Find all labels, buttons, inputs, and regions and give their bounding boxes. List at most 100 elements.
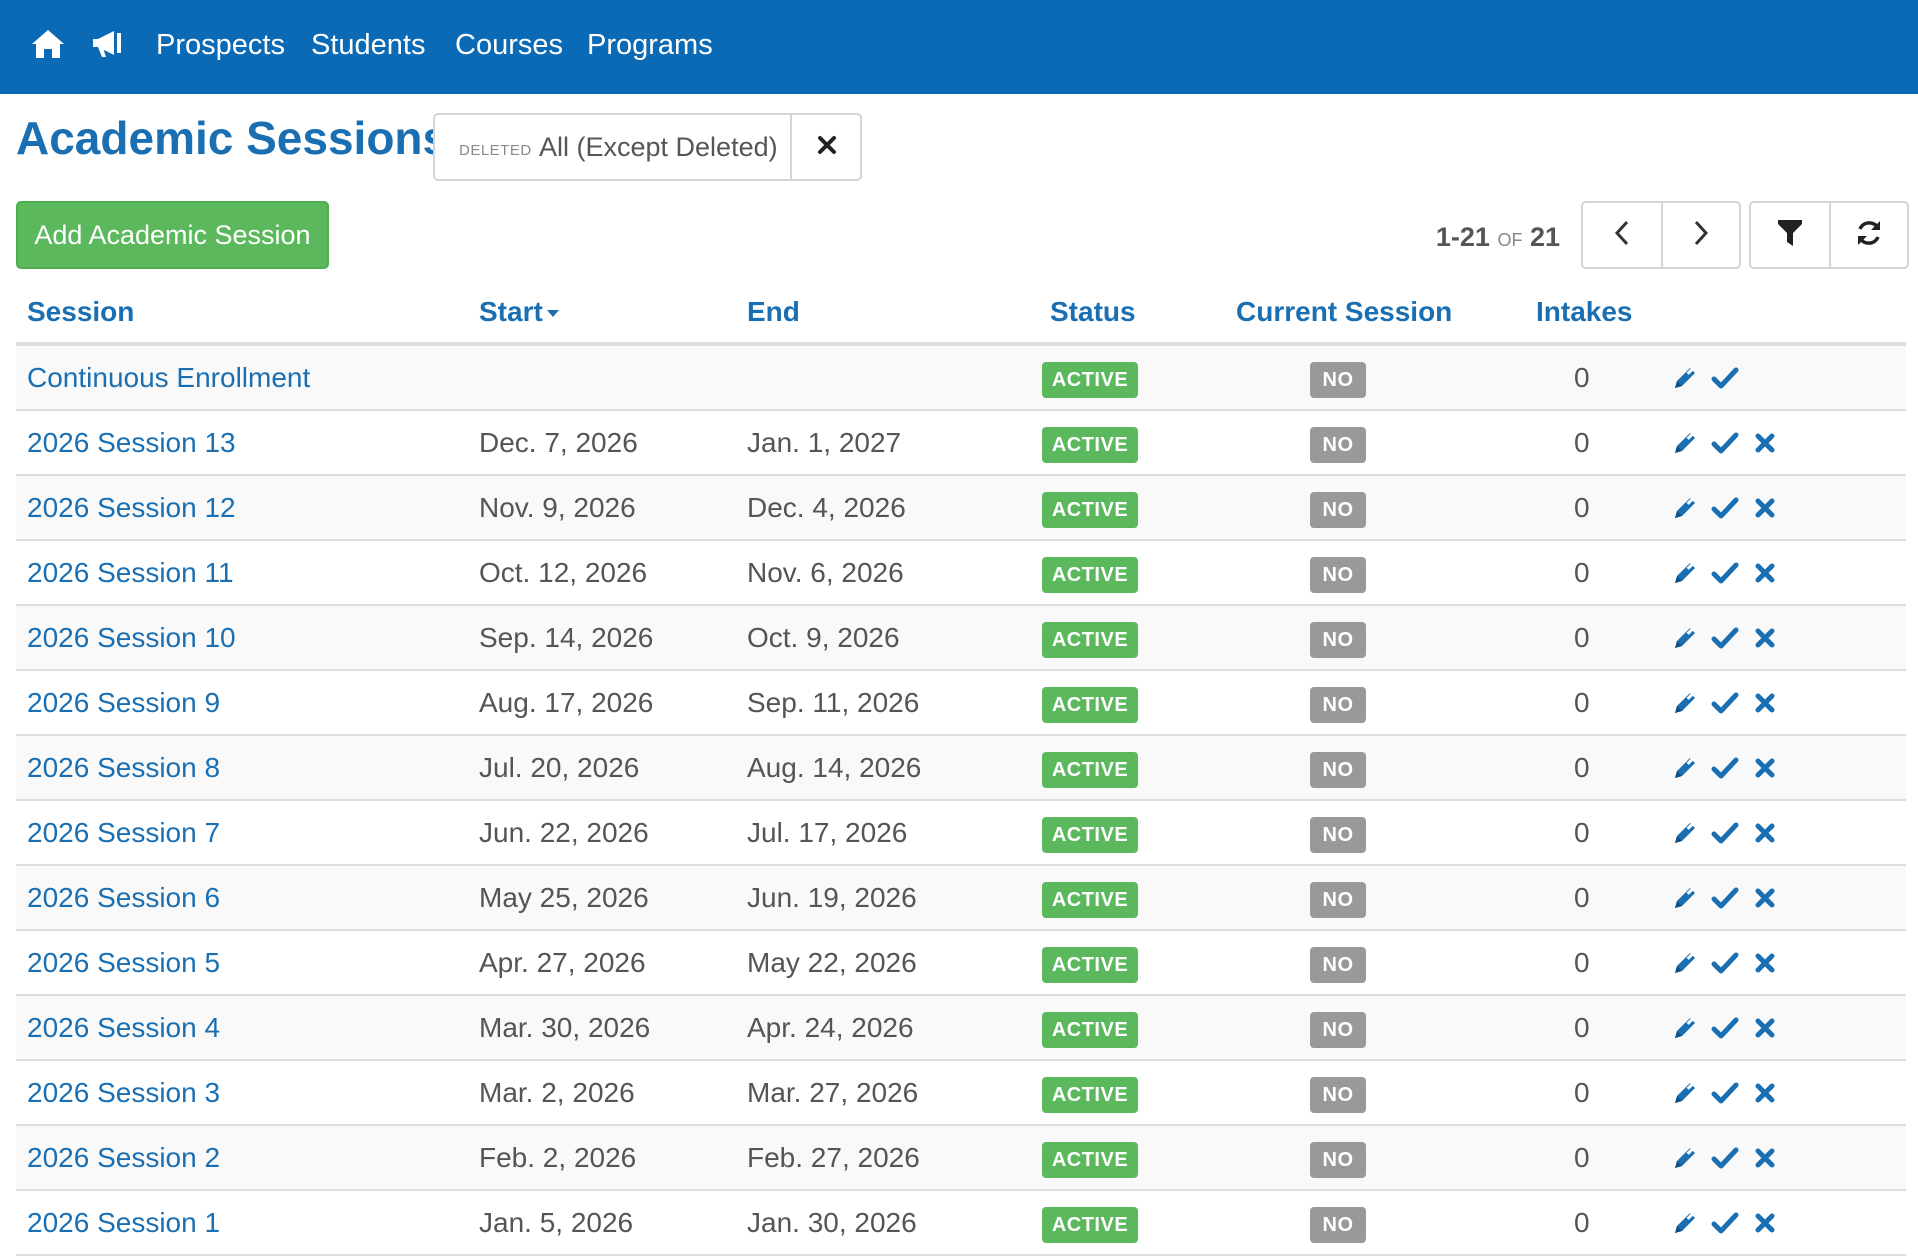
filter-button[interactable] [1751, 203, 1829, 267]
start-date: Apr. 27, 2026 [479, 947, 646, 978]
set-current-check-icon[interactable] [1711, 882, 1739, 914]
nav-link-courses[interactable]: Courses [455, 29, 563, 61]
edit-pencil-icon[interactable] [1671, 1012, 1699, 1044]
delete-x-icon[interactable] [1751, 557, 1779, 589]
edit-pencil-icon[interactable] [1671, 817, 1699, 849]
set-current-check-icon[interactable] [1711, 622, 1739, 654]
session-name-link[interactable]: 2026 Session 13 [27, 427, 236, 458]
chevron-left-icon [1613, 219, 1631, 252]
edit-pencil-icon[interactable] [1671, 752, 1699, 784]
megaphone-icon[interactable] [88, 24, 128, 64]
nav-link-prospects[interactable]: Prospects [156, 29, 285, 61]
delete-x-icon[interactable] [1751, 1207, 1779, 1239]
edit-pencil-icon[interactable] [1671, 687, 1699, 719]
session-name-link[interactable]: 2026 Session 2 [27, 1142, 221, 1173]
row-actions [1671, 1075, 1779, 1111]
edit-pencil-icon[interactable] [1671, 427, 1699, 459]
header-current-session[interactable]: Current Session [1236, 296, 1453, 327]
set-current-check-icon[interactable] [1711, 687, 1739, 719]
header-start-label: Start [479, 296, 543, 327]
session-name-link[interactable]: 2026 Session 5 [27, 947, 221, 978]
edit-pencil-icon[interactable] [1671, 622, 1699, 654]
session-name-link[interactable]: Continuous Enrollment [27, 362, 311, 393]
table-row: 2026 Session 10 Sep. 14, 2026 Oct. 9, 2026… [16, 606, 1906, 671]
session-name-link[interactable]: 2026 Session 1 [27, 1207, 221, 1238]
set-current-check-icon[interactable] [1711, 492, 1739, 524]
delete-x-icon[interactable] [1751, 1142, 1779, 1174]
delete-x-icon[interactable] [1751, 622, 1779, 654]
edit-pencil-icon[interactable] [1671, 1077, 1699, 1109]
header-intakes[interactable]: Intakes [1536, 296, 1633, 327]
session-name-link[interactable]: 2026 Session 4 [27, 1012, 221, 1043]
set-current-check-icon[interactable] [1711, 947, 1739, 979]
status-badge: ACTIVE [1042, 1207, 1138, 1243]
table-row: Continuous Enrollment ACTIVE NO 0 [16, 346, 1906, 411]
end-date: Jan. 1, 2027 [747, 427, 902, 458]
refresh-button[interactable] [1829, 203, 1907, 267]
edit-pencil-icon[interactable] [1671, 362, 1699, 394]
status-badge: ACTIVE [1042, 1012, 1138, 1048]
current-session-badge: NO [1310, 1012, 1366, 1048]
home-icon[interactable] [28, 24, 68, 64]
row-actions [1671, 425, 1779, 461]
intakes-count: 0 [1574, 947, 1590, 978]
row-actions [1671, 945, 1779, 981]
delete-x-icon[interactable] [1751, 817, 1779, 849]
delete-x-icon[interactable] [1751, 1012, 1779, 1044]
pager-total: 21 [1529, 222, 1560, 252]
session-name-link[interactable]: 2026 Session 10 [27, 622, 236, 653]
set-current-check-icon[interactable] [1711, 1012, 1739, 1044]
header-end[interactable]: End [747, 296, 800, 327]
set-current-check-icon[interactable] [1711, 362, 1739, 394]
status-badge: ACTIVE [1042, 1077, 1138, 1113]
set-current-check-icon[interactable] [1711, 1142, 1739, 1174]
next-page-button[interactable] [1661, 203, 1739, 267]
end-date: Feb. 27, 2026 [747, 1142, 920, 1173]
set-current-check-icon[interactable] [1711, 427, 1739, 459]
edit-pencil-icon[interactable] [1671, 882, 1699, 914]
session-name-link[interactable]: 2026 Session 3 [27, 1077, 221, 1108]
set-current-check-icon[interactable] [1711, 752, 1739, 784]
delete-x-icon[interactable] [1751, 687, 1779, 719]
edit-pencil-icon[interactable] [1671, 1207, 1699, 1239]
set-current-check-icon[interactable] [1711, 1077, 1739, 1109]
edit-pencil-icon[interactable] [1671, 1142, 1699, 1174]
nav-link-programs[interactable]: Programs [587, 29, 713, 61]
edit-pencil-icon[interactable] [1671, 557, 1699, 589]
delete-x-icon[interactable] [1751, 882, 1779, 914]
current-session-badge: NO [1310, 1207, 1366, 1243]
set-current-check-icon[interactable] [1711, 1207, 1739, 1239]
intakes-count: 0 [1574, 687, 1590, 718]
session-name-link[interactable]: 2026 Session 8 [27, 752, 221, 783]
header-session[interactable]: Session [27, 296, 135, 327]
delete-x-icon[interactable] [1751, 752, 1779, 784]
session-name-link[interactable]: 2026 Session 9 [27, 687, 221, 718]
table-row: 2026 Session 11 Oct. 12, 2026 Nov. 6, 2026… [16, 541, 1906, 606]
row-actions [1671, 1010, 1779, 1046]
clear-filter-button[interactable] [790, 115, 862, 179]
end-date: Oct. 9, 2026 [747, 622, 900, 653]
delete-x-icon[interactable] [1751, 492, 1779, 524]
table-row: 2026 Session 5 Apr. 27, 2026 May 22, 2026 A… [16, 931, 1906, 996]
current-session-badge: NO [1310, 752, 1366, 788]
filter-value[interactable]: All (Except Deleted) [539, 132, 778, 162]
table-body: Continuous Enrollment ACTIVE NO 0 2026 Sessi… [16, 346, 1906, 1256]
delete-x-icon[interactable] [1751, 427, 1779, 459]
current-session-badge: NO [1310, 622, 1366, 658]
set-current-check-icon[interactable] [1711, 557, 1739, 589]
edit-pencil-icon[interactable] [1671, 492, 1699, 524]
delete-x-icon[interactable] [1751, 947, 1779, 979]
session-name-link[interactable]: 2026 Session 12 [27, 492, 236, 523]
add-academic-session-button[interactable]: Add Academic Session [16, 201, 329, 269]
header-start[interactable]: Start [479, 294, 559, 330]
header-status[interactable]: Status [1050, 296, 1136, 327]
prev-page-button[interactable] [1583, 203, 1661, 267]
edit-pencil-icon[interactable] [1671, 947, 1699, 979]
delete-x-icon[interactable] [1751, 1077, 1779, 1109]
nav-link-students[interactable]: Students [311, 29, 426, 61]
session-name-link[interactable]: 2026 Session 11 [27, 557, 234, 588]
session-name-link[interactable]: 2026 Session 6 [27, 882, 221, 913]
set-current-check-icon[interactable] [1711, 817, 1739, 849]
session-name-link[interactable]: 2026 Session 7 [27, 817, 221, 848]
deleted-filter[interactable]: DELETED All (Except Deleted) [433, 113, 862, 181]
